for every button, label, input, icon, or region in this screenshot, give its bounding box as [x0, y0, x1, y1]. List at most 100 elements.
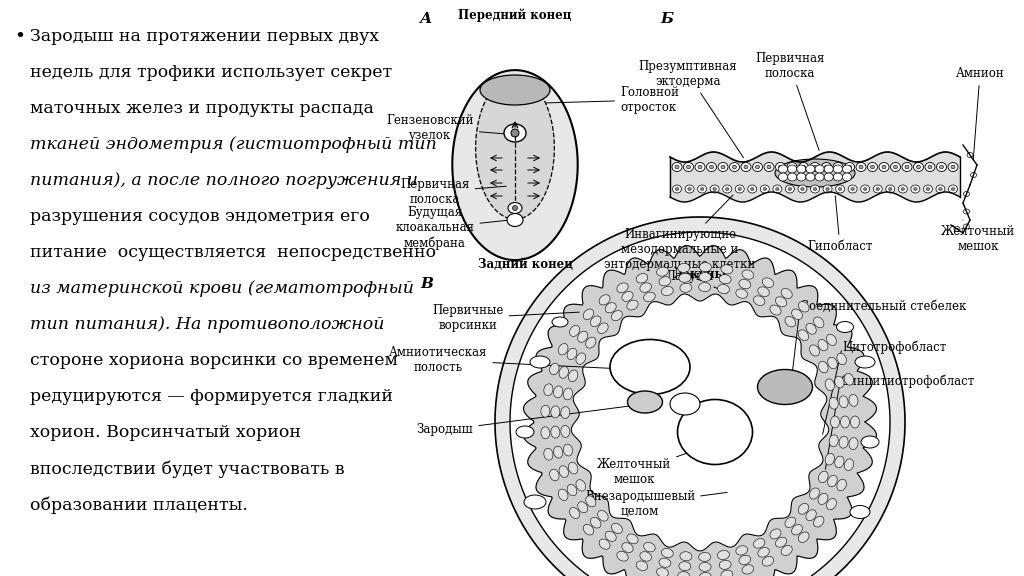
Ellipse shape	[567, 348, 577, 359]
Ellipse shape	[541, 405, 550, 417]
Ellipse shape	[873, 185, 883, 193]
Ellipse shape	[568, 370, 578, 382]
Ellipse shape	[835, 376, 844, 388]
Ellipse shape	[762, 556, 774, 566]
Ellipse shape	[698, 283, 711, 291]
Ellipse shape	[742, 564, 754, 574]
Ellipse shape	[605, 531, 616, 541]
Ellipse shape	[551, 406, 560, 418]
Ellipse shape	[861, 185, 869, 193]
Ellipse shape	[480, 75, 550, 105]
Ellipse shape	[928, 165, 932, 169]
Ellipse shape	[851, 188, 854, 191]
Ellipse shape	[879, 162, 889, 172]
Ellipse shape	[967, 153, 973, 157]
Ellipse shape	[781, 289, 793, 298]
Ellipse shape	[798, 185, 807, 193]
Ellipse shape	[850, 506, 870, 518]
Ellipse shape	[732, 165, 736, 169]
Ellipse shape	[911, 185, 920, 193]
Ellipse shape	[736, 289, 748, 298]
Ellipse shape	[699, 562, 711, 571]
Ellipse shape	[815, 165, 824, 173]
Ellipse shape	[882, 165, 886, 169]
Ellipse shape	[516, 426, 534, 438]
Ellipse shape	[837, 353, 847, 365]
Ellipse shape	[636, 274, 648, 283]
Ellipse shape	[678, 571, 690, 576]
Ellipse shape	[818, 361, 828, 373]
Text: Синцитиотрофобласт: Синцитиотрофобласт	[840, 375, 975, 388]
Ellipse shape	[964, 191, 970, 196]
Ellipse shape	[827, 475, 838, 487]
Ellipse shape	[758, 369, 812, 404]
Ellipse shape	[889, 188, 892, 191]
Ellipse shape	[683, 162, 693, 172]
Ellipse shape	[578, 502, 588, 513]
Ellipse shape	[815, 173, 824, 181]
Ellipse shape	[507, 214, 523, 226]
Ellipse shape	[586, 337, 596, 348]
Ellipse shape	[954, 226, 961, 232]
Ellipse shape	[861, 436, 879, 448]
Ellipse shape	[948, 162, 958, 172]
Ellipse shape	[810, 345, 819, 356]
Ellipse shape	[622, 543, 633, 552]
Ellipse shape	[698, 165, 702, 169]
Ellipse shape	[662, 286, 673, 295]
Ellipse shape	[561, 407, 569, 419]
Ellipse shape	[894, 165, 897, 169]
Ellipse shape	[675, 188, 679, 191]
Ellipse shape	[670, 393, 700, 415]
Ellipse shape	[524, 495, 546, 509]
Ellipse shape	[762, 278, 774, 287]
Ellipse shape	[859, 165, 863, 169]
Ellipse shape	[563, 444, 572, 456]
Ellipse shape	[695, 162, 705, 172]
Ellipse shape	[672, 162, 682, 172]
Text: питание  осуществляется  непосредственно: питание осуществляется непосредственно	[30, 244, 436, 261]
Polygon shape	[495, 217, 905, 576]
Ellipse shape	[898, 185, 907, 193]
Ellipse shape	[806, 323, 816, 334]
Ellipse shape	[659, 276, 671, 286]
Ellipse shape	[787, 173, 797, 181]
Ellipse shape	[544, 384, 553, 396]
Text: Передний конец: Передний конец	[459, 8, 571, 21]
Ellipse shape	[825, 453, 835, 465]
Ellipse shape	[824, 165, 834, 173]
Ellipse shape	[913, 188, 918, 191]
Ellipse shape	[818, 471, 828, 483]
Polygon shape	[453, 70, 578, 260]
Ellipse shape	[673, 185, 682, 193]
Ellipse shape	[739, 279, 751, 289]
Ellipse shape	[826, 334, 837, 346]
Ellipse shape	[827, 357, 838, 369]
Ellipse shape	[710, 165, 714, 169]
Ellipse shape	[824, 173, 834, 181]
Ellipse shape	[951, 165, 955, 169]
Ellipse shape	[736, 545, 748, 555]
Ellipse shape	[964, 209, 970, 214]
Ellipse shape	[584, 524, 594, 535]
Ellipse shape	[926, 188, 930, 191]
Ellipse shape	[823, 185, 833, 193]
Ellipse shape	[818, 339, 828, 351]
Ellipse shape	[729, 162, 739, 172]
Ellipse shape	[801, 188, 804, 191]
Ellipse shape	[719, 275, 731, 284]
Text: Будущая
клоакальная
мембрана: Будущая клоакальная мембрана	[395, 206, 507, 250]
Ellipse shape	[785, 185, 795, 193]
Text: недель для трофики использует секрет: недель для трофики использует секрет	[30, 64, 392, 81]
Ellipse shape	[567, 484, 577, 496]
Ellipse shape	[778, 173, 787, 181]
Ellipse shape	[806, 173, 815, 181]
Ellipse shape	[939, 165, 943, 169]
Ellipse shape	[810, 488, 819, 499]
Ellipse shape	[744, 165, 748, 169]
Ellipse shape	[937, 162, 946, 172]
Ellipse shape	[679, 562, 691, 571]
Polygon shape	[670, 152, 961, 202]
Text: редуцируются — формируется гладкий: редуцируются — формируется гладкий	[30, 388, 393, 405]
Ellipse shape	[851, 416, 859, 428]
